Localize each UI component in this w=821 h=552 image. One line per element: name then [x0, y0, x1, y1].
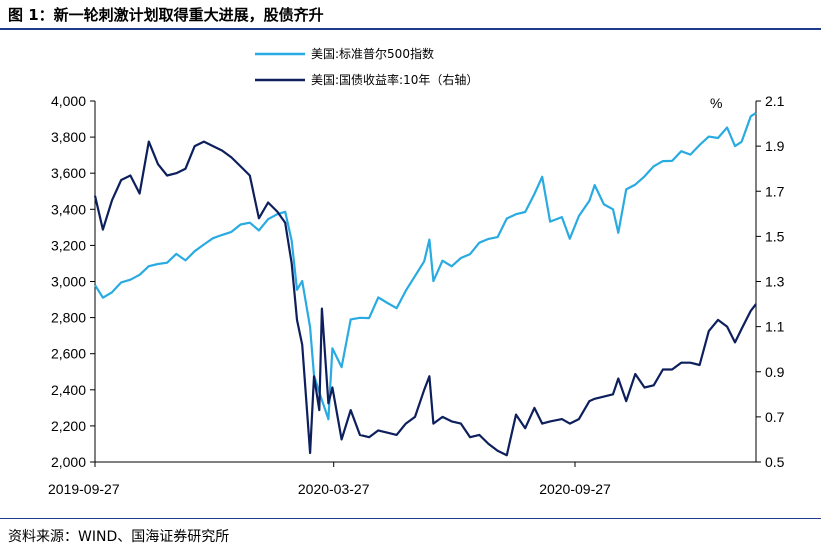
figure-title: 图 1：新一轮刺激计划取得重大进展，股债齐升 — [8, 6, 324, 24]
legend-label-treasury: 美国:国债收益率:10年（右轴） — [311, 72, 478, 87]
x-tick-label: 2020-09-27 — [539, 481, 611, 497]
right-axis-unit: % — [710, 95, 722, 111]
right-tick-label: 2.1 — [765, 93, 785, 109]
left-tick-label: 4,000 — [51, 93, 86, 109]
left-tick-label: 2,400 — [51, 382, 86, 398]
left-tick-label: 3,800 — [51, 129, 86, 145]
left-tick-label: 2,600 — [51, 346, 86, 362]
right-tick-label: 1.1 — [765, 319, 785, 335]
left-tick-label: 2,000 — [51, 454, 86, 470]
left-tick-label: 3,600 — [51, 165, 86, 181]
left-tick-label: 3,400 — [51, 201, 86, 217]
right-tick-label: 1.7 — [765, 183, 785, 199]
x-tick-label: 2019-09-27 — [48, 481, 120, 497]
right-tick-label: 1.5 — [765, 228, 785, 244]
title-rule — [0, 28, 821, 30]
axes: 2,000 2,200 2,400 2,600 2,800 3,000 3,200 3,400… — [48, 93, 785, 497]
legend-label-sp500: 美国:标准普尔500指数 — [311, 46, 434, 61]
right-tick-label: 0.5 — [765, 454, 785, 470]
dual-axis-line-chart: 2,000 2,200 2,400 2,600 2,800 3,000 3,200 3,400… — [48, 46, 785, 497]
right-tick-label: 1.9 — [765, 138, 785, 154]
series-layer — [93, 111, 757, 457]
sp500-series-line — [94, 111, 757, 421]
treasury-yield-series-line — [93, 140, 757, 457]
source-rule — [0, 518, 821, 519]
right-tick-label: 0.7 — [765, 409, 785, 425]
left-tick-label: 3,200 — [51, 237, 86, 253]
right-tick-label: 1.3 — [765, 274, 785, 290]
left-tick-label: 2,200 — [51, 418, 86, 434]
left-tick-label: 2,800 — [51, 310, 86, 326]
right-tick-label: 0.9 — [765, 364, 785, 380]
left-tick-label: 3,000 — [51, 274, 86, 290]
x-tick-label: 2020-03-27 — [298, 481, 370, 497]
source-note: 资料来源：WIND、国海证券研究所 — [8, 529, 230, 545]
